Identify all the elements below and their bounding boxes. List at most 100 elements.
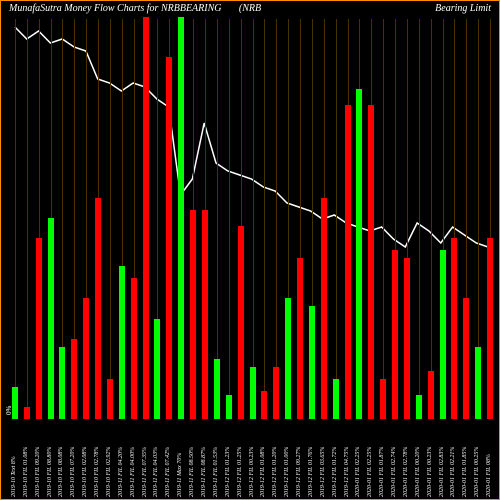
x-axis-label: 2019-10 FIL 07.20% [70,447,76,497]
x-axis-label: 2019-10 FIL 02.08% [82,447,88,497]
volume-bar [71,339,77,419]
volume-bar [285,298,291,419]
volume-bar [190,210,196,419]
x-axis-label: 2020-01 FIL 00.25% [474,447,480,497]
volume-bar [368,105,374,419]
gridline [229,19,230,419]
x-axis-label: 2019-12 FIL 09.27% [296,447,302,497]
x-axis-label: 2019-11 FIL 04.00% [130,447,136,497]
volume-bar [416,395,422,419]
x-axis-label: 2019-12 FIL 01.08% [260,447,266,497]
volume-bar [143,17,149,419]
gridline [419,19,420,419]
volume-bar [345,105,351,419]
gridline [431,19,432,419]
volume-bar [214,359,220,419]
x-axis-label: 2019-12 FIL 01.25% [237,447,243,497]
x-axis-label: 2019-12 FIL 00.23% [249,447,255,497]
plot-area [9,19,494,419]
volume-bar [24,407,30,419]
header-right: Bearing Limit [435,3,491,14]
x-axis-label: 2019-10 FIL 02.78% [94,447,100,497]
volume-bar [273,367,279,419]
volume-bar [95,198,101,419]
x-axis-label: 2020-01 FIL 01.85% [462,447,468,497]
volume-bar [392,250,398,419]
chart-header: MunafaSutra Money Flow Charts for NRBBEA… [1,3,499,14]
volume-bar [178,17,184,419]
volume-bar [238,226,244,419]
volume-bar [487,238,493,419]
volume-bar [83,298,89,419]
x-axis-label: 2019-11 FIL 04.20% [118,447,124,497]
x-axis-label: 2019-11 FIL 07.42% [165,447,171,497]
x-axis-label: 2020-01 FIL 02.83% [439,447,445,497]
x-axis-label: 2019-11 FIL 08.87% [201,447,207,497]
gridline [27,19,28,419]
volume-bar [451,238,457,419]
volume-bar [475,347,481,419]
x-axis-label: 2020-01 FIL 00.20% [415,447,421,497]
volume-bar [154,319,160,420]
gridline [15,19,16,419]
volume-bar [309,306,315,419]
x-axis-label: 2020-01 FIL 02.78% [403,447,409,497]
x-axis-label: 2020-01 FIL 08% [486,454,492,497]
x-axis-labels: 2019-10 Text 8% 2019-10 FIL 01.08% 2019-10… [9,419,494,499]
volume-bar [404,258,410,419]
x-axis-label: 2019-12 FIL 01.20% [272,447,278,497]
volume-bar [226,395,232,419]
y-zero-label: 0% [5,406,13,415]
gridline [110,19,111,419]
x-axis-label: 2019-11 Max 70% [177,453,183,497]
x-axis-label: 2019-11 FIL 01.53% [213,447,219,497]
volume-bar [36,238,42,419]
x-axis-label: 2019-12 FIL 01.72% [332,447,338,497]
x-axis-label: 2019-12 FIL 04.75% [344,447,350,497]
x-axis-label: 2020-01 FIL 00.23% [427,447,433,497]
x-axis-label: 2019-10 FIL 02.92% [106,447,112,497]
gridline [336,19,337,419]
gridline [383,19,384,419]
gridline [276,19,277,419]
x-axis-label: 2020-01 FIL 02.25% [367,447,373,497]
volume-bar [440,250,446,419]
x-axis-label: 2019-11 FIL 07.35% [142,447,148,497]
x-axis-label: 2019-10 FIL 08.80% [47,447,53,497]
volume-bar [59,347,65,419]
gridline [264,19,265,419]
x-axis-label: 2019-12 FIL 01.76% [308,447,314,497]
x-axis-label: 2019-10 FIL 09.20% [35,447,41,497]
x-axis-label: 2019-12 FIL 01.23% [225,447,231,497]
x-axis-label: 2019-11 FIL 08.50% [189,447,195,497]
x-axis-label: 2019-12 FIL 03.65% [320,447,326,497]
volume-bar [428,371,434,419]
volume-bar [107,379,113,419]
x-axis-label: 2019-10 FIL 01.08% [23,447,29,497]
volume-bar [297,258,303,419]
volume-bar [380,379,386,419]
volume-bar [463,298,469,419]
volume-bar [202,210,208,419]
x-axis-label: 2019-10 Text 8% [11,456,17,497]
volume-bar [48,218,54,419]
x-axis-label: 2020-01 FIL 01.87% [379,447,385,497]
volume-bar [261,391,267,419]
x-axis-label: 2019-10 FIL 08.08% [58,447,64,497]
gridline [253,19,254,419]
volume-bar [321,198,327,419]
x-axis-label: 2019-11 FIL 04.03% [153,447,159,497]
x-axis-label: 2020-01 FIL 02.74% [391,447,397,497]
x-axis-label: 2020-01 FIL 02.21% [450,447,456,497]
x-axis-label: 2019-12 FIL 01.00% [284,447,290,497]
volume-bar [119,266,125,419]
chart-container: MunafaSutra Money Flow Charts for NRBBEA… [0,0,500,500]
header-left: MunafaSutra Money Flow Charts for NRBBEA… [9,3,222,14]
x-axis-label: 2020-01 FIL 02.25% [355,447,361,497]
volume-bar [250,367,256,419]
volume-bar [356,89,362,419]
header-center: (NRB [239,3,261,14]
volume-bar [166,57,172,419]
trend-line [9,19,494,419]
volume-bar [131,278,137,419]
